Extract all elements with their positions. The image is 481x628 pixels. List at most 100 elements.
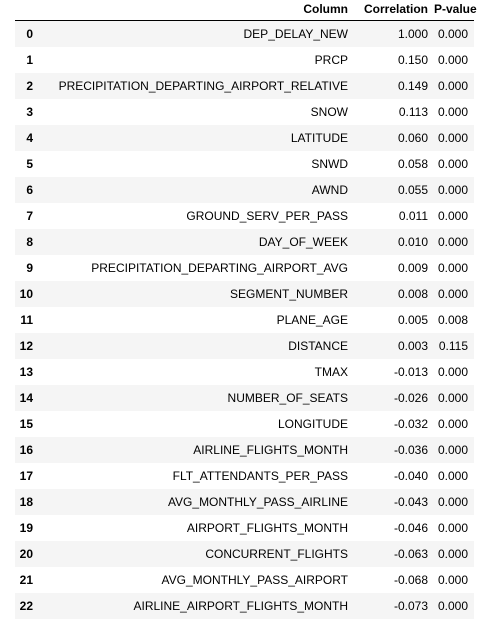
cell-column: NUMBER_OF_SEATS [227,391,348,405]
table-row: 2 PRECIPITATION_DEPARTING_AIRPORT_RELATIV… [15,73,474,99]
cell-pvalue: 0.000 [437,287,468,301]
cell-column: PRECIPITATION_DEPARTING_AIRPORT_AVG [91,261,348,275]
table-row: 12 DISTANCE 0.003 0.115 [15,333,474,359]
table-row: 22 AIRLINE_AIRPORT_FLIGHTS_MONTH -0.073 0.0… [15,593,474,619]
cell-correlation: 0.005 [397,313,428,327]
cell-correlation: -0.032 [393,417,428,431]
cell-column: PRECIPITATION_DEPARTING_AIRPORT_RELATIVE [58,79,348,93]
cell-pvalue: 0.000 [437,417,468,431]
cell-column: LONGITUDE [277,417,348,431]
row-index: 16 [19,443,33,457]
cell-column: DAY_OF_WEEK [258,235,348,249]
row-index: 7 [26,209,33,223]
cell-pvalue: 0.000 [437,105,468,119]
row-index: 20 [19,547,33,561]
table-row: 18 AVG_MONTHLY_PASS_AIRLINE -0.043 0.000 [15,489,474,515]
cell-column: CONCURRENT_FLIGHTS [205,547,348,561]
header-index [15,0,33,21]
cell-column: AVG_MONTHLY_PASS_AIRPORT [161,573,349,587]
cell-correlation: -0.068 [393,573,428,587]
row-index: 14 [19,391,33,405]
cell-correlation: -0.063 [393,547,428,561]
table-row: 21 AVG_MONTHLY_PASS_AIRPORT -0.068 0.000 [15,567,474,593]
correlation-table: Column Correlation P-value 0 DEP_DELAY_NE… [15,0,477,619]
row-index: 8 [26,235,33,249]
cell-correlation: 0.008 [397,287,428,301]
table-row: 6 AWND 0.055 0.000 [15,177,474,203]
cell-pvalue: 0.008 [437,313,468,327]
cell-pvalue: 0.115 [438,339,468,353]
cell-column: TMAX [314,365,348,379]
cell-correlation: 1.000 [397,27,428,41]
row-index: 5 [26,157,33,171]
cell-pvalue: 0.000 [437,209,468,223]
cell-pvalue: 0.000 [437,79,468,93]
row-index: 9 [26,261,33,275]
table-row: 15 LONGITUDE -0.032 0.000 [15,411,474,437]
cell-pvalue: 0.000 [437,261,468,275]
cell-pvalue: 0.000 [437,495,468,509]
cell-column: AVG_MONTHLY_PASS_AIRLINE [167,495,348,509]
table-row: 20 CONCURRENT_FLIGHTS -0.063 0.000 [15,541,474,567]
table-row: 0 DEP_DELAY_NEW 1.000 0.000 [15,20,474,47]
cell-correlation: -0.040 [393,469,428,483]
row-index: 10 [19,287,33,301]
cell-column: LATITUDE [290,131,348,145]
cell-correlation: 0.150 [397,53,428,67]
cell-pvalue: 0.000 [437,183,468,197]
cell-correlation: -0.026 [393,391,428,405]
cell-pvalue: 0.000 [437,53,468,67]
table-row: 17 FLT_ATTENDANTS_PER_PASS -0.040 0.000 [15,463,474,489]
table-row: 5 SNWD 0.058 0.000 [15,151,474,177]
cell-pvalue: 0.000 [437,469,468,483]
cell-column: AWND [311,183,348,197]
cell-correlation: 0.011 [398,209,428,223]
cell-pvalue: 0.000 [437,131,468,145]
header-pvalue: P-value [434,0,477,21]
row-index: 11 [20,313,33,327]
table-row: 1 PRCP 0.150 0.000 [15,47,474,73]
cell-column: FLT_ATTENDANTS_PER_PASS [172,469,348,483]
row-index: 17 [19,469,33,483]
header-correlation: Correlation [354,0,434,21]
row-index: 4 [26,131,33,145]
cell-pvalue: 0.000 [437,391,468,405]
row-index: 15 [19,417,33,431]
cell-column: SEGMENT_NUMBER [229,287,348,301]
row-index: 1 [26,53,33,67]
cell-correlation: 0.003 [397,339,428,353]
cell-column: PRCP [314,53,348,67]
cell-correlation: -0.043 [393,495,428,509]
header-column: Column [33,0,354,21]
cell-column: GROUND_SERV_PER_PASS [186,209,348,223]
table-row: 14 NUMBER_OF_SEATS -0.026 0.000 [15,385,474,411]
cell-pvalue: 0.000 [437,235,468,249]
row-index: 3 [26,105,33,119]
header-row: Column Correlation P-value [15,0,477,21]
row-index: 21 [19,573,33,587]
table-row: 16 AIRLINE_FLIGHTS_MONTH -0.036 0.000 [15,437,474,463]
table-row: 11 PLANE_AGE 0.005 0.008 [15,307,474,333]
table-row: 4 LATITUDE 0.060 0.000 [15,125,474,151]
table-header: Column Correlation P-value [15,0,477,21]
row-index: 0 [26,27,33,41]
table-row: 3 SNOW 0.113 0.000 [15,99,474,125]
cell-correlation: 0.010 [397,235,428,249]
cell-column: PLANE_AGE [276,313,348,327]
cell-correlation: 0.009 [397,261,428,275]
cell-correlation: 0.055 [397,183,428,197]
cell-pvalue: 0.000 [437,27,468,41]
cell-column: SNOW [310,105,348,119]
row-index: 6 [26,183,33,197]
cell-pvalue: 0.000 [437,547,468,561]
table-row: 13 TMAX -0.013 0.000 [15,359,474,385]
cell-pvalue: 0.000 [437,521,468,535]
table-row: 7 GROUND_SERV_PER_PASS 0.011 0.000 [15,203,474,229]
cell-correlation: -0.013 [393,365,428,379]
row-index: 13 [19,365,33,379]
cell-correlation: -0.046 [393,521,428,535]
cell-correlation: 0.060 [397,131,428,145]
cell-correlation: 0.113 [398,105,428,119]
cell-column: DEP_DELAY_NEW [243,27,348,41]
cell-column: AIRLINE_AIRPORT_FLIGHTS_MONTH [133,599,349,613]
